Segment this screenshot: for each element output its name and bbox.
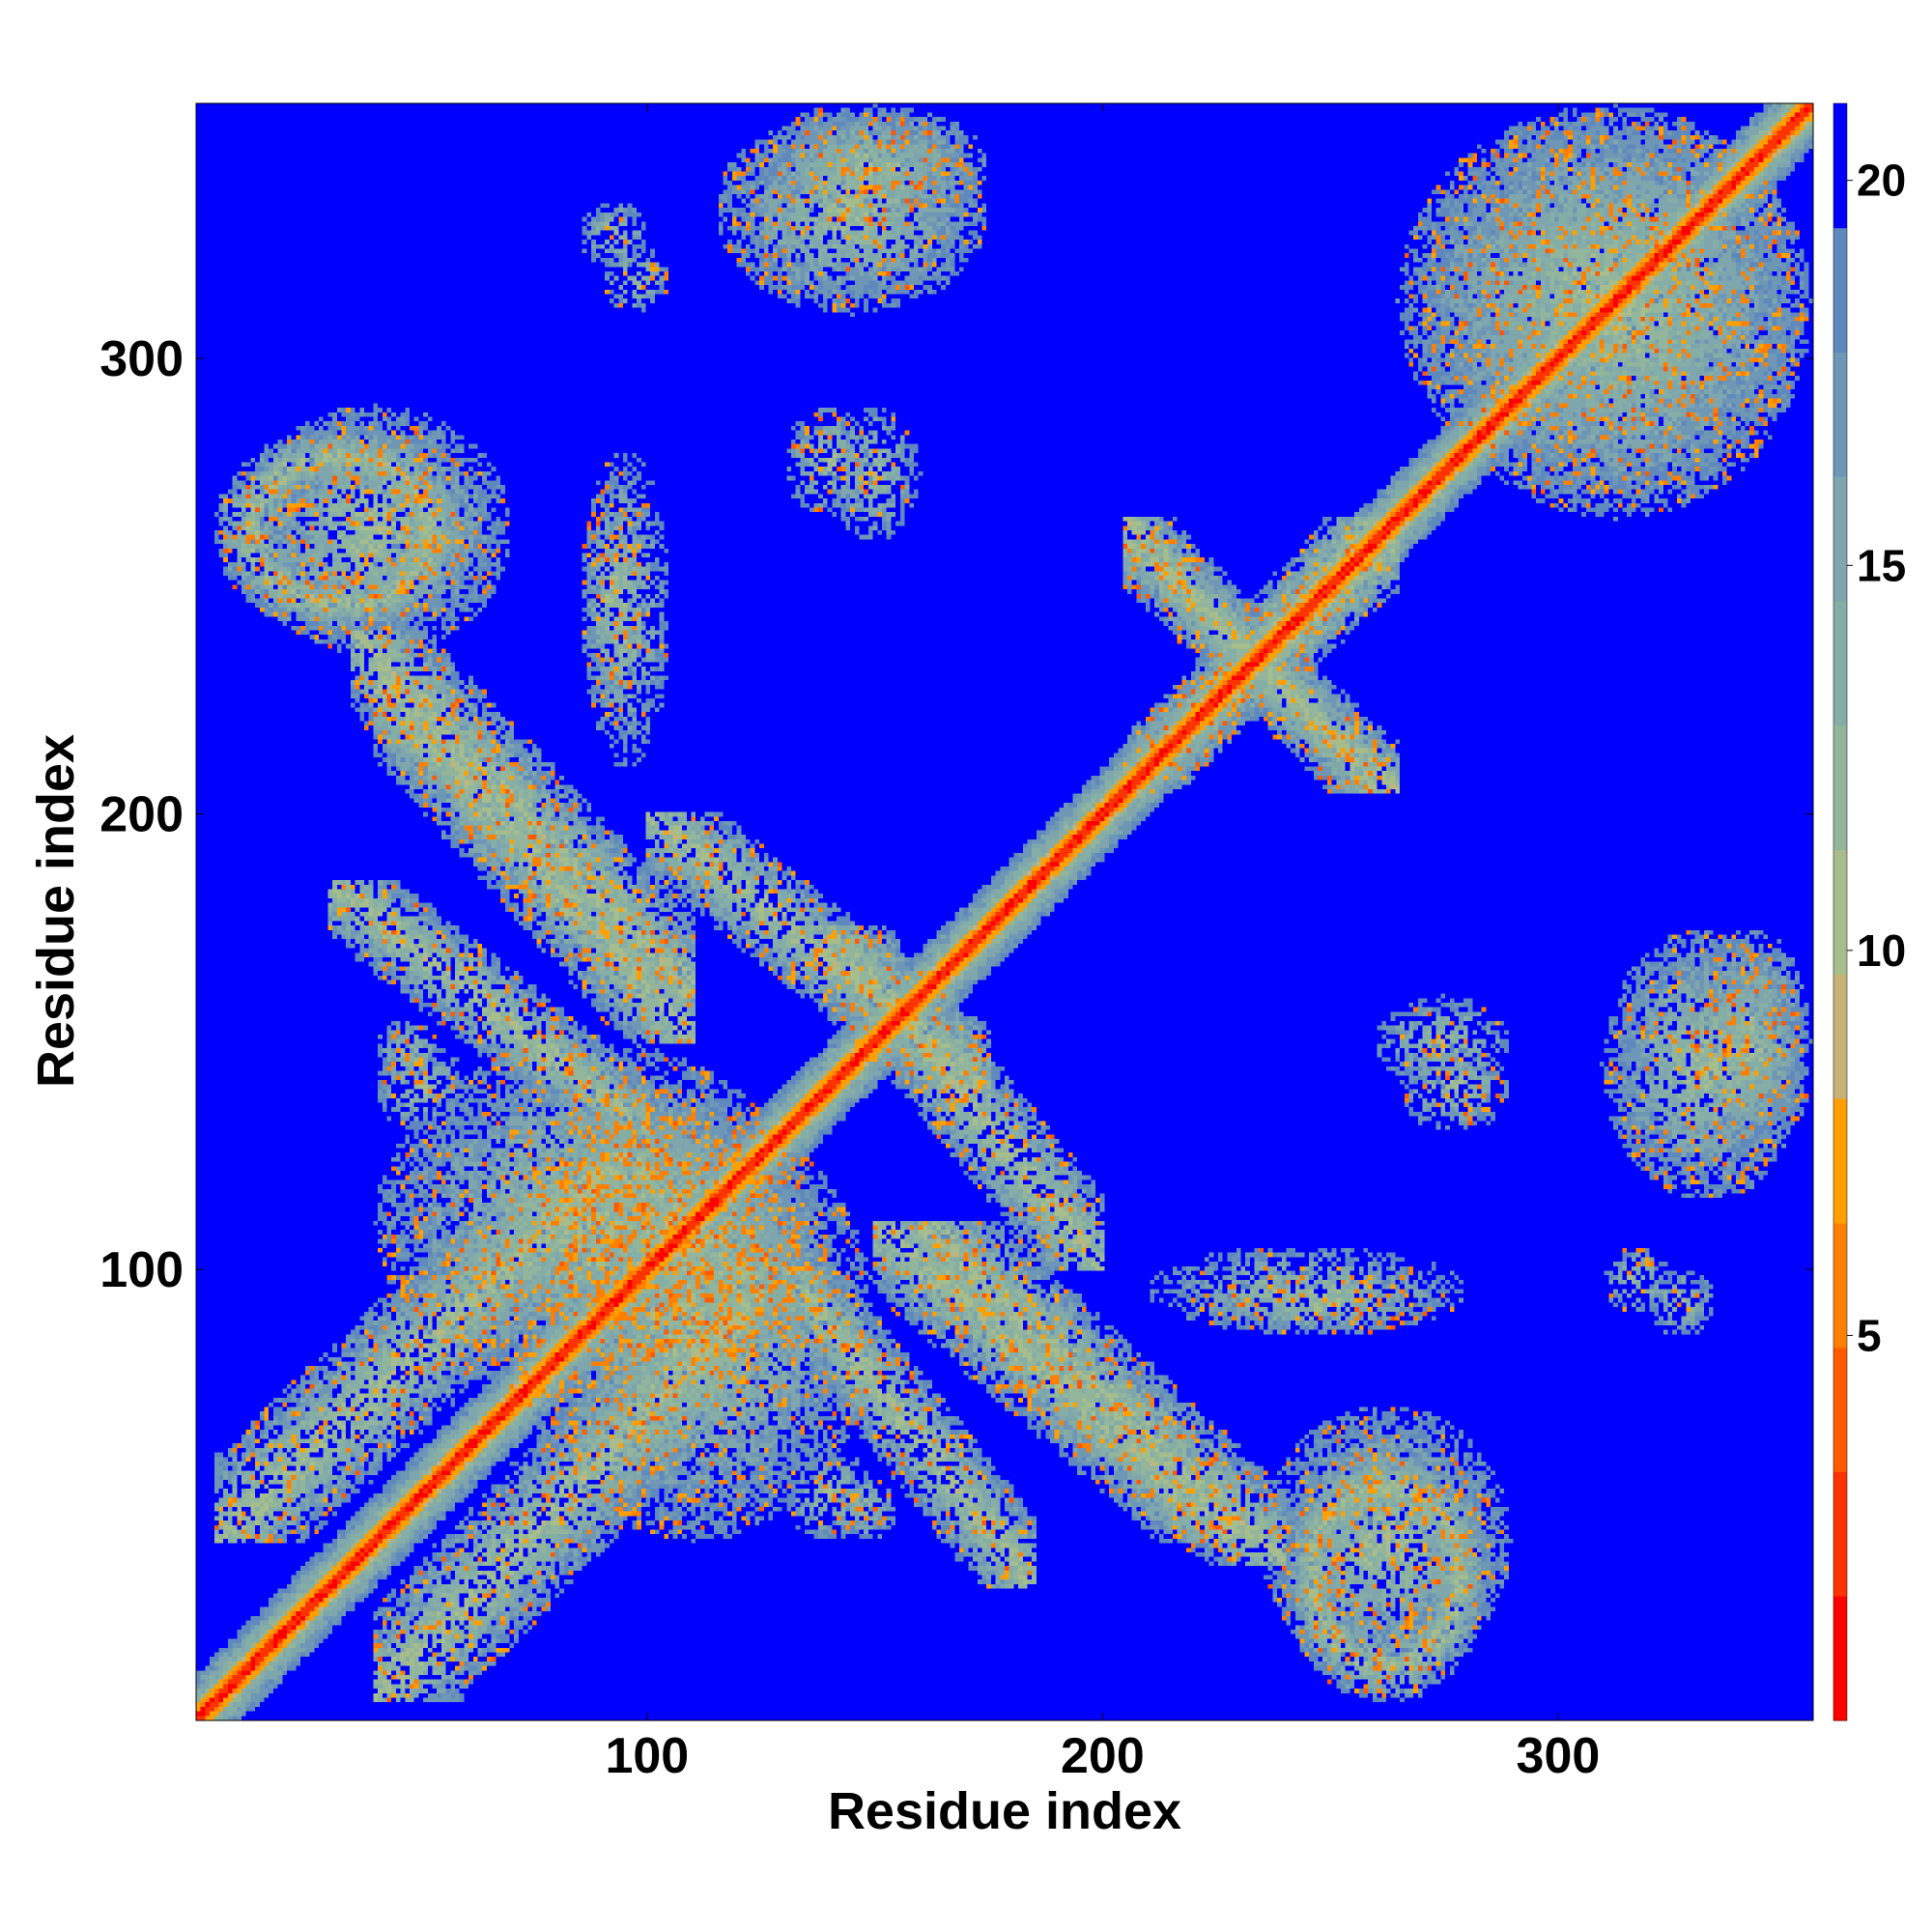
colorbar-segment <box>1833 724 1847 851</box>
y-tick-label: 300 <box>99 331 184 387</box>
colorbar-tick-label: 5 <box>1857 1310 1882 1360</box>
colorbar-tick-label: 15 <box>1857 540 1906 590</box>
x-tick-label: 100 <box>605 1728 689 1784</box>
colorbar-segment <box>1833 1347 1847 1472</box>
heatmap-image <box>196 103 1813 1720</box>
y-tick-label: 100 <box>99 1242 184 1298</box>
x-axis-ticks: 100 200 300 <box>605 103 1600 1784</box>
colorbar: 5 10 15 20 <box>1833 102 1906 1721</box>
plot-border <box>195 102 1814 1721</box>
colorbar-segment <box>1833 1471 1847 1597</box>
colorbar-segment <box>1833 974 1847 1099</box>
colorbar-segment <box>1833 103 1847 229</box>
colorbar-segment <box>1833 1596 1847 1721</box>
y-axis-title: Residue index <box>27 734 85 1088</box>
colorbar-segment <box>1833 849 1847 975</box>
heatmap <box>196 103 1813 1720</box>
colorbar-segment <box>1833 352 1847 477</box>
colorbar-segment <box>1833 1222 1847 1349</box>
plot-frame <box>195 102 1814 1721</box>
colorbar-border <box>1833 102 1848 1721</box>
colorbar-tick-label: 10 <box>1857 925 1906 976</box>
colorbar-segment <box>1833 1098 1847 1224</box>
colorbar-segment <box>1833 227 1847 354</box>
colorbar-tick-label: 20 <box>1857 156 1906 206</box>
x-tick-label: 200 <box>1061 1728 1145 1784</box>
colorbar-segment <box>1833 601 1847 726</box>
y-tick-label: 200 <box>99 787 184 843</box>
x-tick-label: 300 <box>1517 1728 1601 1784</box>
x-axis-title: Residue index <box>828 1782 1181 1840</box>
y-axis-ticks: 100 200 300 <box>99 331 1813 1298</box>
colorbar-segment <box>1833 476 1847 602</box>
